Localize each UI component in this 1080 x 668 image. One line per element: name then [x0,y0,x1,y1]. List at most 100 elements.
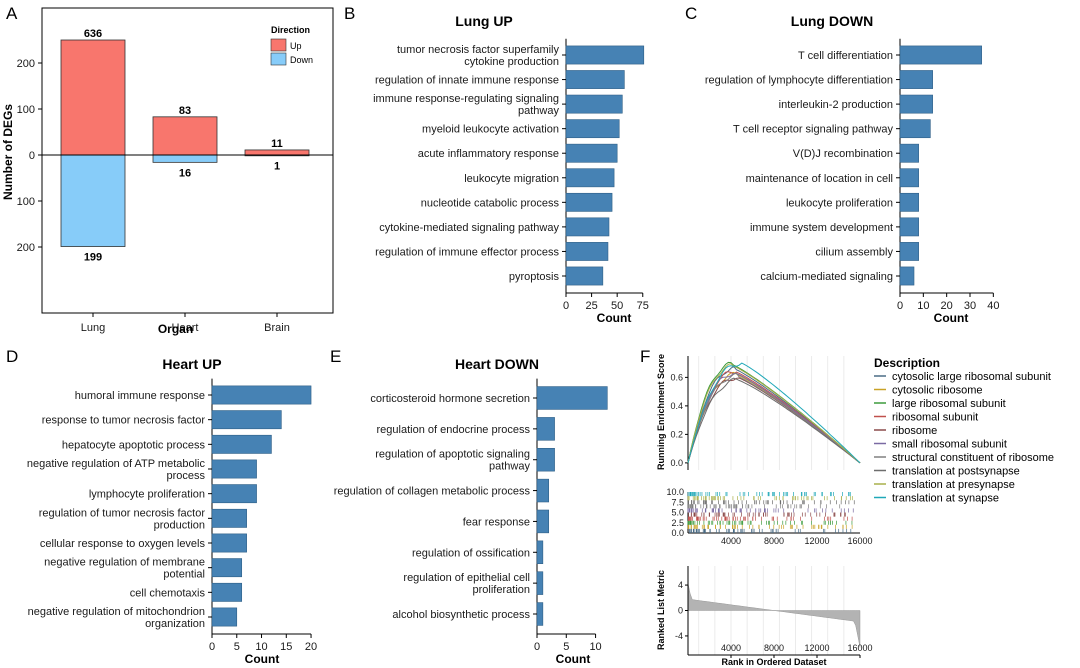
x-axis-title: Count [245,652,280,666]
y-tick-label: 0.6 [670,372,683,382]
x-tick-label: 5 [234,641,240,653]
category-label: hepatocyte apoptotic process [62,439,206,451]
bar [536,447,555,472]
bar-up-value: 636 [84,28,102,40]
bar [899,94,933,114]
bar-up [60,39,126,156]
bar [536,571,544,595]
y-tick-label: 7.5 [671,497,684,507]
bar [899,143,919,163]
chart-title: Heart DOWN [455,356,539,372]
x-tick-label: 40 [987,300,999,312]
x-tick-label: 8000 [764,643,784,653]
bar-down-value: 1 [274,160,280,172]
bar [899,217,919,237]
x-tick-label: 10 [917,300,929,312]
x-tick-label: 75 [637,300,649,312]
bar [211,484,257,504]
x-tick-label: 16000 [847,536,872,546]
bar [565,94,623,114]
x-axis-title: Count [597,311,632,325]
category-label: response to tumor necrosis factor [42,415,206,427]
category-label: cellular response to oxygen levels [40,538,206,550]
legend-label: translation at synapse [892,493,999,505]
x-tick-label: 10 [589,641,601,653]
bar [211,558,243,578]
y-tick-label: 200 [17,58,35,70]
category-label: production [154,519,205,531]
y-tick-label: 0.2 [670,429,683,439]
y-tick-label: 100 [17,196,35,208]
category-label: negative regulation of ATP metabolic [27,458,206,470]
bar [536,602,544,626]
x-tick-label: Brain [264,322,290,334]
bar [536,417,555,441]
es-curve [687,361,861,464]
category-label: regulation of apoptotic signaling [375,449,530,461]
x-tick-label: 20 [305,641,317,653]
x-tick-label: 20 [941,300,953,312]
x-tick-label: 4000 [721,643,741,653]
category-label: leukocyte proliferation [786,197,893,209]
y-tick-label: 0 [678,606,683,616]
legend-label: ribosome [892,425,937,437]
x-axis-title: Rank in Ordered Dataset [721,657,826,667]
category-label: leukocyte migration [464,173,559,185]
category-label: corticosteroid hormone secretion [370,393,530,405]
category-label: cilium assembly [815,246,893,258]
bar [899,242,919,261]
x-axis-title: Count [934,311,969,325]
legend-label: translation at postsynapse [892,466,1020,478]
y-tick-label: 0 [29,150,35,162]
bar [536,478,550,503]
bar-down-value: 199 [84,252,102,264]
bar [536,509,550,534]
category-label: pathway [489,461,530,473]
legend-title: Direction [271,25,310,35]
bar-down [60,154,126,247]
category-label: regulation of collagen metabolic process [334,486,531,498]
bar-down [152,154,218,163]
y-tick-label: 200 [17,242,35,254]
y-tick-label: 4 [678,580,683,590]
bar-up-value: 11 [271,138,283,150]
category-label: immune system development [750,222,893,234]
category-label: regulation of innate immune response [375,75,559,87]
bar [211,434,272,454]
es-curve [687,363,861,464]
category-label: acute inflammatory response [418,148,559,160]
category-label: calcium-mediated signaling [760,271,893,283]
category-label: pyroptosis [509,271,560,283]
panel-label: F [640,347,650,366]
x-tick-label: 16000 [847,643,872,653]
plot-frame [41,7,334,314]
panel-label: B [344,4,355,23]
category-label: humoral immune response [75,390,205,402]
category-label: negative regulation of membrane [44,557,205,569]
panel-b: B Lung UP tumor necrosis factor superfamil… [344,4,649,325]
bar-up [152,116,218,156]
legend-key-up [270,38,287,52]
x-tick-label: 12000 [804,536,829,546]
category-label: myeloid leukocyte activation [422,124,559,136]
category-label: negative regulation of mitochondrion [28,606,205,618]
bar [899,45,982,65]
bar [899,119,931,139]
bottom-y-axis-title: Ranked List Metric [656,570,666,650]
y-tick-label: 0.0 [670,458,683,468]
legend-label-up: Up [290,41,302,51]
category-label: regulation of immune effector process [375,246,559,258]
es-curve [687,377,861,464]
category-label: regulation of epithelial cell [403,572,530,584]
panel-label: A [6,4,18,23]
x-tick-label: 0 [563,300,569,312]
panel-label: D [6,347,18,366]
x-tick-label: 25 [585,300,597,312]
bar-up-value: 83 [179,105,191,117]
x-tick-label: 15 [280,641,292,653]
y-tick-label: 5.0 [671,508,684,518]
category-label: proliferation [473,584,530,596]
x-tick-label: 12000 [804,643,829,653]
category-label: cell chemotaxis [130,587,206,599]
